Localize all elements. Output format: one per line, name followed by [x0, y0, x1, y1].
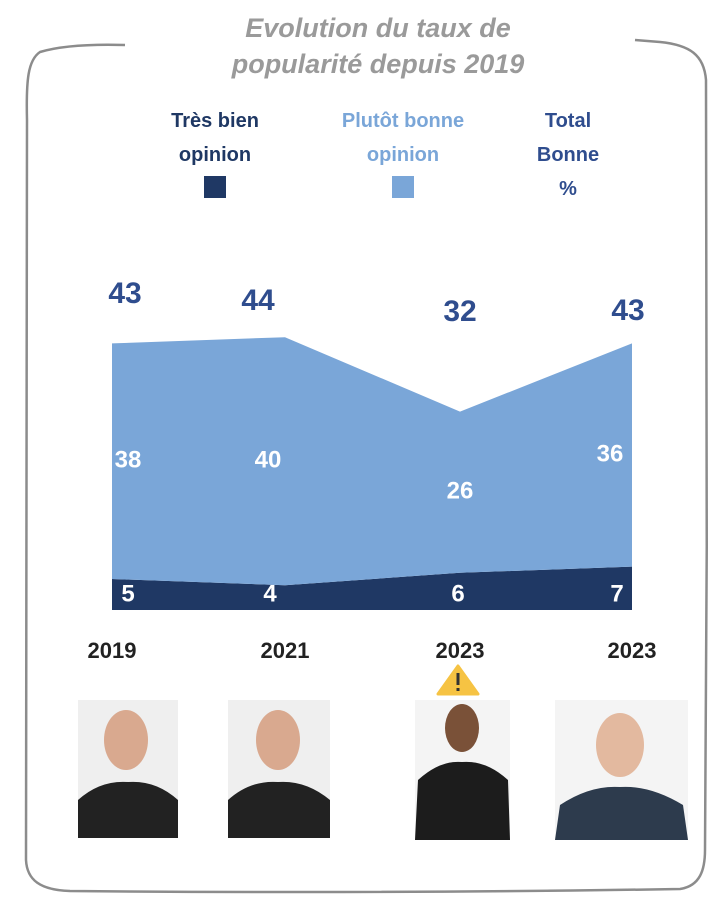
- page: 546738402636434432432019202120232023 Evo…: [0, 0, 717, 908]
- x-tick-label: 2021: [261, 638, 310, 663]
- warning-icon: [438, 666, 478, 694]
- data-label: 26: [447, 478, 474, 505]
- legend-label: Très bien opinion: [150, 104, 280, 172]
- legend-label: Total Bonne %: [528, 104, 608, 206]
- legend-swatch: [204, 176, 226, 198]
- data-label: 38: [115, 447, 142, 474]
- x-tick-label: 2023: [608, 638, 657, 663]
- total-label: 43: [108, 277, 141, 310]
- area: [112, 337, 632, 585]
- total-label: 43: [611, 294, 644, 327]
- data-label: 40: [255, 447, 282, 474]
- portrait-photos: [78, 700, 688, 840]
- x-tick-label: 2023: [436, 638, 485, 663]
- x-tick-label: 2019: [88, 638, 137, 663]
- data-label: 7: [610, 580, 623, 607]
- chart-title: Evolution du taux de popularité depuis 2…: [178, 10, 578, 82]
- legend-label: Plutôt bonne opinion: [318, 104, 488, 172]
- total-label: 44: [241, 284, 275, 317]
- legend-item: Plutôt bonne opinion: [318, 104, 488, 198]
- legend-item: Total Bonne %: [528, 104, 608, 206]
- legend-item: Très bien opinion: [150, 104, 280, 198]
- total-label: 32: [443, 295, 476, 328]
- data-label: 6: [451, 580, 464, 607]
- data-label: 5: [121, 580, 134, 607]
- data-label: 36: [597, 440, 624, 467]
- legend-swatch: [392, 176, 414, 198]
